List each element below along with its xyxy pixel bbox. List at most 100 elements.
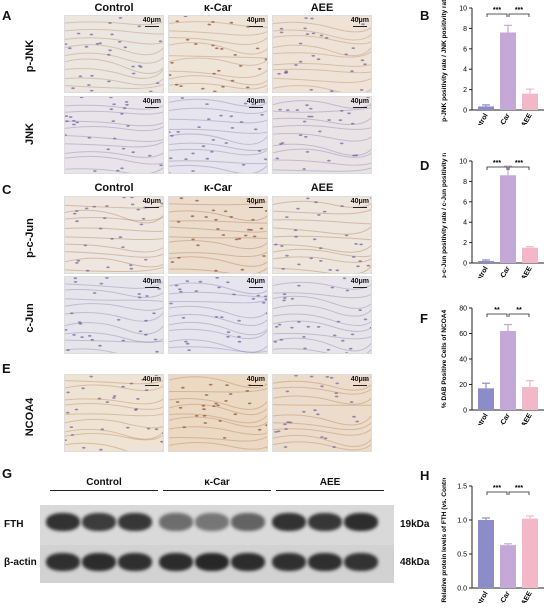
significance-label-1: ***	[493, 160, 501, 167]
y-tick-label: 0	[463, 261, 467, 268]
tissue-texture	[169, 277, 267, 353]
tile-pcjun-kcar: 40μm	[168, 196, 268, 274]
category-label-1: Control	[471, 112, 490, 125]
band-actin-lane-1	[46, 553, 80, 571]
significance-bracket-2	[508, 313, 530, 317]
scale-bar-label: 40μm	[142, 376, 161, 386]
band-actin-lane-8	[308, 553, 342, 571]
tissue-texture	[273, 197, 371, 273]
band-actin-lane-2	[82, 553, 116, 571]
band-fth-lane-5	[195, 513, 229, 531]
y-tick-label: 1.5	[457, 484, 467, 491]
significance-bracket-1	[486, 13, 508, 17]
category-label-3: AEE	[520, 265, 533, 278]
y-tick-label: 20	[459, 382, 467, 389]
bar-3	[522, 247, 538, 263]
panel-letter-a: A	[2, 8, 12, 23]
bar-2	[500, 32, 516, 111]
y-tick-label: 0	[463, 408, 467, 415]
y-tick-label: 2	[463, 240, 467, 247]
tile-pjnk-aee: 40μm	[272, 15, 372, 93]
col-head-aee-a: AEE	[310, 2, 334, 14]
y-tick-label: 2	[463, 87, 467, 94]
scale-bar-label: 40μm	[142, 278, 161, 288]
tile-pcjun-control: 40μm	[64, 196, 164, 274]
col-head-kcar-c: κ-Car	[203, 182, 233, 194]
bar-2	[500, 175, 516, 263]
col-head-aee-c: AEE	[310, 182, 334, 194]
category-label-3: AEE	[520, 412, 533, 425]
tissue-texture	[273, 277, 371, 353]
band-fth-lane-3	[118, 513, 152, 531]
tissue-texture	[65, 375, 163, 451]
band-fth-lane-2	[82, 513, 116, 531]
bar-1	[478, 388, 494, 410]
category-label-2: κ-Car	[497, 265, 512, 278]
y-tick-label: 6	[463, 46, 467, 53]
band-fth-lane-9	[344, 513, 378, 531]
y-tick-label: 40	[459, 357, 467, 364]
tissue-texture	[65, 197, 163, 273]
significance-bracket-1	[486, 166, 508, 170]
bar-2	[500, 330, 516, 410]
band-fth-lane-6	[231, 513, 265, 531]
tile-pjnk-control: 40μm	[64, 15, 164, 93]
category-label-2: κ-Car	[497, 412, 512, 425]
y-tick-label: 10	[459, 6, 467, 13]
significance-bracket-1	[486, 491, 508, 495]
tile-pjnk-kcar: 40μm	[168, 15, 268, 93]
y-tick-label: 1.0	[457, 518, 467, 525]
chart-f: 0 20 40 60 80 % DAB Positive Cells of NCOA4 Co…	[441, 306, 544, 425]
y-axis-label: Relative protein levels of FTH (vs. Cont…	[441, 478, 448, 603]
tissue-texture	[65, 97, 163, 173]
tissue-texture	[273, 17, 371, 92]
tissue-texture	[169, 16, 267, 92]
scale-bar-label: 40μm	[246, 198, 265, 208]
category-label-1: Control	[471, 412, 490, 425]
y-tick-label: 0.5	[457, 552, 467, 559]
category-label-1: Control	[471, 265, 490, 278]
tile-jnk-kcar: 40μm	[168, 96, 268, 174]
panel-letter-f: F	[420, 311, 428, 326]
bar-3	[522, 518, 538, 588]
y-tick-label: 0	[463, 108, 467, 115]
panel-letter-d: D	[420, 158, 430, 173]
y-axis-label: p-c-Jun positivity rate / c-Jun positivi…	[441, 153, 448, 278]
blot-kda-fth: 19kDa	[400, 519, 430, 530]
band-actin-lane-3	[118, 553, 152, 571]
col-head-control-c: Control	[94, 182, 134, 194]
significance-label-2: ***	[515, 7, 523, 14]
tile-ncoa4-kcar: 40μm	[168, 374, 268, 452]
blot-group-line-aee	[276, 490, 384, 491]
bar-1	[478, 260, 494, 263]
significance-bracket-2	[508, 491, 530, 495]
blot-group-aee: AEE	[319, 477, 341, 488]
col-head-control-a: Control	[94, 2, 134, 14]
category-label-2: κ-Car	[497, 112, 512, 125]
tile-jnk-control: 40μm	[64, 96, 164, 174]
scale-bar-label: 40μm	[142, 17, 161, 27]
band-actin-lane-5	[195, 553, 229, 571]
panel-letter-c: C	[2, 182, 12, 197]
y-tick-label: 4	[463, 220, 467, 227]
y-tick-label: 4	[463, 67, 467, 74]
scale-bar-label: 40μm	[246, 278, 265, 288]
y-tick-label: 60	[459, 331, 467, 338]
significance-label-2: **	[516, 307, 522, 314]
row-label-pjnk: p-JNK	[24, 39, 36, 73]
blot-group-line-control	[50, 490, 158, 491]
bar-3	[522, 93, 538, 110]
tissue-texture	[273, 97, 371, 173]
scale-bar-label: 40μm	[350, 198, 369, 208]
significance-bracket-2	[508, 166, 530, 170]
chart-h: 0.0 0.5 1.0 1.5 Relative protein levels of F…	[441, 478, 544, 603]
significance-label-2: ***	[515, 485, 523, 492]
scale-bar-label: 40μm	[350, 17, 369, 27]
category-label-3: AEE	[520, 590, 533, 603]
y-tick-label: 8	[463, 179, 467, 186]
category-label-2: κ-Car	[497, 590, 512, 603]
row-label-jnk: JNK	[24, 123, 36, 146]
bar-2	[500, 545, 516, 588]
band-fth-lane-8	[308, 513, 342, 531]
scale-bar-label: 40μm	[350, 278, 369, 288]
